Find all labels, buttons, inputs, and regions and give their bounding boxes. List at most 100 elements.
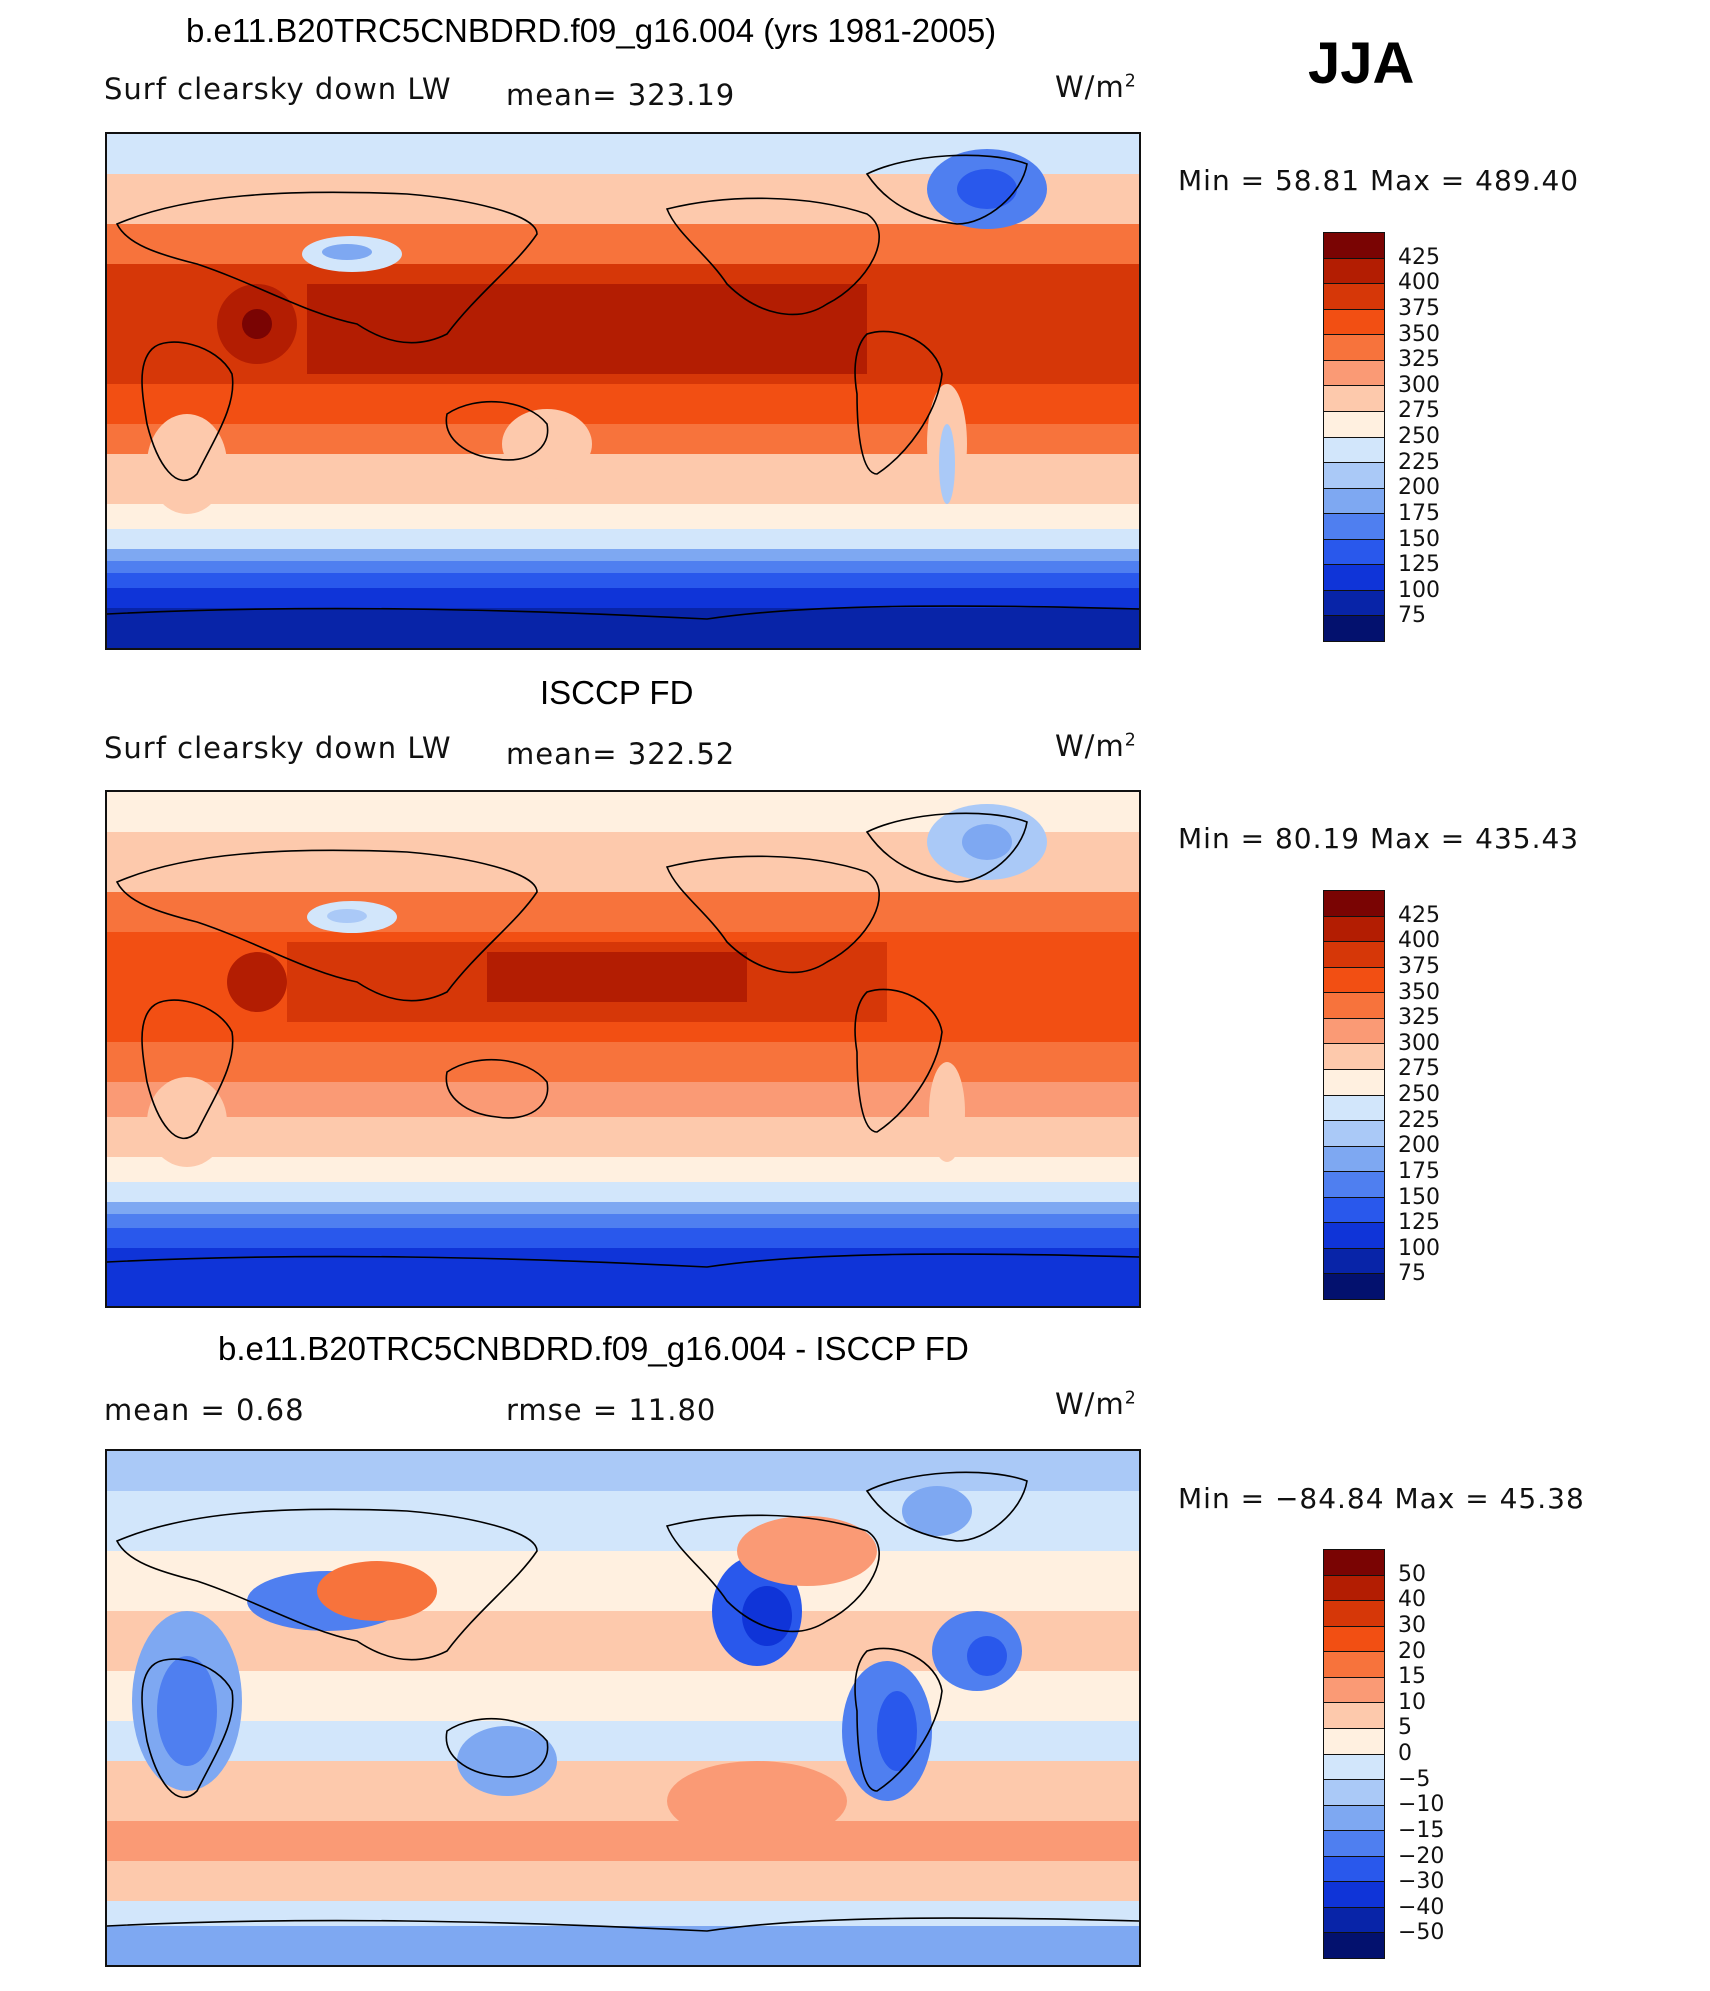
colorbar-tick-label: 325 — [1398, 1005, 1440, 1031]
colorbar-tick-label: 225 — [1398, 449, 1440, 475]
panel-1-mean: mean= 323.19 — [506, 78, 736, 112]
colorbar-segment — [1324, 1856, 1384, 1883]
colorbar-tick-label: 200 — [1398, 475, 1440, 501]
panel-3-title: b.e11.B20TRC5CNBDRD.f09_g16.004 - ISCCP … — [218, 1330, 969, 1367]
colorbar-segment — [1324, 590, 1384, 617]
colorbar-tick-label: 100 — [1398, 577, 1440, 603]
colorbar-segment — [1324, 386, 1384, 412]
colorbar-segment — [1324, 258, 1384, 285]
colorbar-tick-label: 375 — [1398, 953, 1440, 979]
colorbar-segment — [1324, 1248, 1384, 1275]
panel-3-map — [105, 1449, 1141, 1967]
colorbar-tick-label: 275 — [1398, 398, 1440, 424]
panel-3-minmax: Min = −84.84 Max = 45.38 — [1178, 1482, 1585, 1515]
colorbar-tick-label: 75 — [1398, 1261, 1426, 1287]
panel-1-minmax: Min = 58.81 Max = 489.40 — [1178, 164, 1580, 197]
panel-2-minmax: Min = 80.19 Max = 435.43 — [1178, 822, 1580, 855]
colorbar-tick-label: 425 — [1398, 244, 1440, 270]
panel-1-map — [105, 132, 1141, 650]
colorbar-segment — [1324, 1780, 1384, 1806]
colorbar-tick-label: 125 — [1398, 1210, 1440, 1236]
panel-2-title: ISCCP FD — [540, 674, 694, 711]
colorbar-segment — [1324, 1805, 1384, 1832]
panel-1-units: W/m2 — [1055, 70, 1137, 104]
colorbar-segment — [1324, 1754, 1384, 1781]
colorbar-tick-label: −10 — [1398, 1792, 1445, 1818]
panel-1-map-svg — [106, 134, 1140, 648]
colorbar-tick-label: 5 — [1398, 1715, 1412, 1741]
colorbar-tick-label: 350 — [1398, 979, 1440, 1005]
colorbar-segment — [1324, 1626, 1384, 1653]
colorbar-segment — [1324, 1907, 1384, 1934]
panel-3-units: W/m2 — [1055, 1387, 1137, 1421]
colorbar-segment — [1324, 1121, 1384, 1147]
colorbar-tick-label: 400 — [1398, 928, 1440, 954]
panel-3-map-svg — [106, 1451, 1140, 1965]
colorbar-tick-label: −50 — [1398, 1920, 1445, 1946]
panel-3-mean: mean = 0.68 — [104, 1393, 305, 1427]
colorbar-segment — [1324, 411, 1384, 438]
colorbar-tick-label: 10 — [1398, 1689, 1426, 1715]
colorbar-tick-label: 150 — [1398, 526, 1440, 552]
colorbar-segment — [1324, 1069, 1384, 1096]
colorbar-segment — [1324, 1223, 1384, 1249]
colorbar-tick-label: 325 — [1398, 347, 1440, 373]
colorbar-segment — [1324, 565, 1384, 591]
colorbar-tick-label: 250 — [1398, 424, 1440, 449]
colorbar-segment — [1324, 463, 1384, 489]
panel-3-rmse: rmse = 11.80 — [506, 1393, 717, 1427]
colorbar-tick-label: 250 — [1398, 1082, 1440, 1107]
colorbar-tick-label: 425 — [1398, 902, 1440, 928]
panel-2-map — [105, 790, 1141, 1308]
colorbar-tick-label: 0 — [1398, 1741, 1412, 1766]
colorbar-segment — [1324, 993, 1384, 1019]
panel-1-title: b.e11.B20TRC5CNBDRD.f09_g16.004 (yrs 198… — [186, 12, 997, 49]
colorbar-segment — [1324, 1728, 1384, 1755]
colorbar-tick-label: 20 — [1398, 1638, 1426, 1664]
colorbar-segment — [1324, 1601, 1384, 1627]
colorbar-tick-label: 350 — [1398, 321, 1440, 347]
colorbar-tick-label: 175 — [1398, 500, 1440, 526]
colorbar-tick-label: −15 — [1398, 1817, 1445, 1843]
colorbar-tick-label: −20 — [1398, 1843, 1445, 1869]
panel-1-colorbar — [1323, 232, 1385, 642]
colorbar-segment — [1324, 1274, 1384, 1299]
colorbar-segment — [1324, 1703, 1384, 1729]
colorbar-segment — [1324, 1172, 1384, 1198]
colorbar-segment — [1324, 891, 1384, 917]
panel-2-colorbar — [1323, 890, 1385, 1300]
colorbar-segment — [1324, 1146, 1384, 1173]
panel-1-variable-label: Surf clearsky down LW — [104, 72, 452, 106]
colorbar-tick-label: 300 — [1398, 372, 1440, 398]
colorbar-segment — [1324, 360, 1384, 387]
colorbar-tick-label: 75 — [1398, 603, 1426, 629]
colorbar-segment — [1324, 1550, 1384, 1576]
colorbar-segment — [1324, 1575, 1384, 1602]
colorbar-segment — [1324, 1197, 1384, 1224]
panel-2-map-svg — [106, 792, 1140, 1306]
colorbar-segment — [1324, 616, 1384, 641]
colorbar-tick-label: 275 — [1398, 1056, 1440, 1082]
colorbar-segment — [1324, 916, 1384, 943]
colorbar-tick-label: 50 — [1398, 1561, 1426, 1587]
colorbar-segment — [1324, 1095, 1384, 1122]
colorbar-tick-label: 400 — [1398, 270, 1440, 296]
colorbar-tick-label: −5 — [1398, 1766, 1431, 1792]
colorbar-segment — [1324, 437, 1384, 464]
colorbar-segment — [1324, 539, 1384, 566]
colorbar-segment — [1324, 514, 1384, 540]
colorbar-segment — [1324, 488, 1384, 515]
colorbar-tick-label: 15 — [1398, 1664, 1426, 1690]
colorbar-segment — [1324, 284, 1384, 310]
panel-3-colorbar — [1323, 1549, 1385, 1959]
colorbar-segment — [1324, 967, 1384, 994]
colorbar-tick-label: 125 — [1398, 552, 1440, 578]
colorbar-tick-label: 300 — [1398, 1030, 1440, 1056]
panel-1-colorbar-ticks: 425 400 375 350 325 300 275 250 225 200 175 150 125 1… — [1398, 232, 1478, 642]
panel-2-variable-label: Surf clearsky down LW — [104, 731, 452, 765]
colorbar-tick-label: 150 — [1398, 1184, 1440, 1210]
colorbar-segment — [1324, 1882, 1384, 1908]
colorbar-tick-label: 30 — [1398, 1612, 1426, 1638]
colorbar-tick-label: 375 — [1398, 295, 1440, 321]
colorbar-tick-label: 40 — [1398, 1587, 1426, 1613]
